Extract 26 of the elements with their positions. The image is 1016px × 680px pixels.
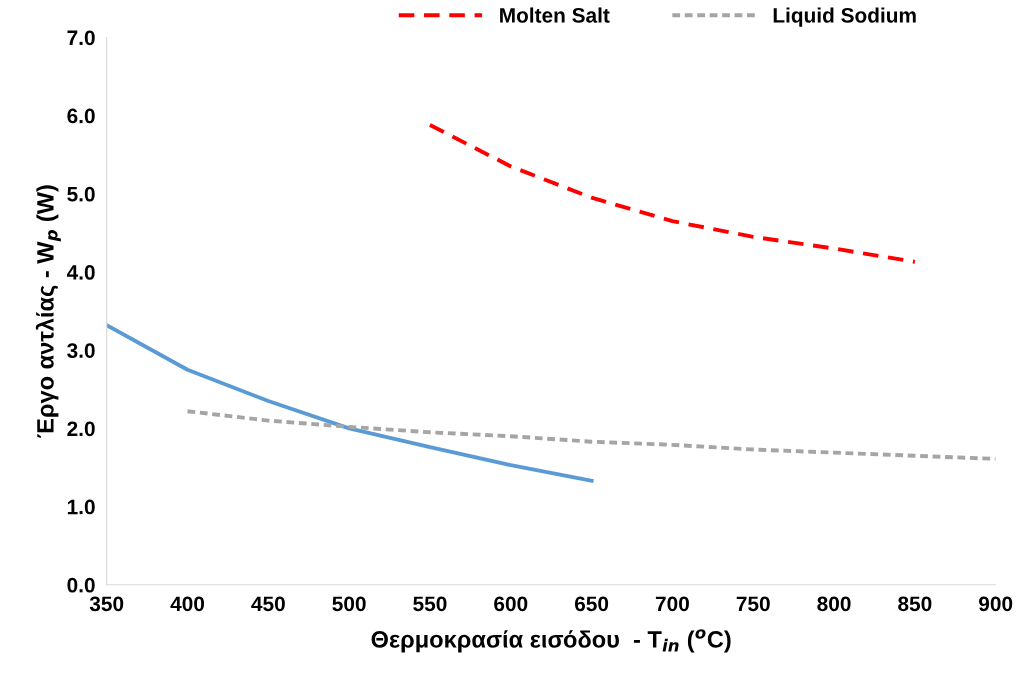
legend-label: Molten Salt: [500, 7, 610, 23]
line-series: [428, 123, 917, 264]
y-tick-label: 5.0: [67, 186, 95, 202]
x-tick-label: 600: [494, 596, 528, 612]
x-tick-label: 350: [89, 596, 124, 612]
legend-label: Liquid Sodium: [773, 7, 916, 27]
x-tick-label: 450: [251, 596, 285, 612]
x-tick-label: 650: [574, 596, 609, 612]
x-axis-title: Θερμοκρασία εισόδου - T$_{in}$ ($^{o}$C): [371, 629, 731, 653]
y-tick-label: 1.0: [67, 499, 95, 515]
y-tick-label: 6.0: [67, 108, 95, 124]
y-tick-label: 0.0: [67, 577, 95, 593]
x-tick-label: 900: [979, 596, 1013, 612]
line-series: [106, 323, 594, 483]
y-tick-label: 7.0: [67, 30, 95, 46]
y-axis-title: Έργο αντλίας - W$_{p}$ (W): [35, 185, 61, 438]
x-tick-label: 500: [332, 596, 366, 612]
x-tick-label: 550: [413, 596, 447, 612]
x-tick-label: 400: [170, 596, 205, 612]
y-tick-label: 2.0: [67, 421, 95, 437]
x-tick-label: 750: [736, 596, 770, 612]
y-tick-label: 4.0: [66, 265, 95, 280]
x-tick-label: 800: [817, 596, 851, 612]
x-tick-label: 850: [898, 596, 932, 612]
x-tick-label: 700: [655, 596, 689, 612]
y-tick-label: 3.0: [67, 343, 95, 358]
